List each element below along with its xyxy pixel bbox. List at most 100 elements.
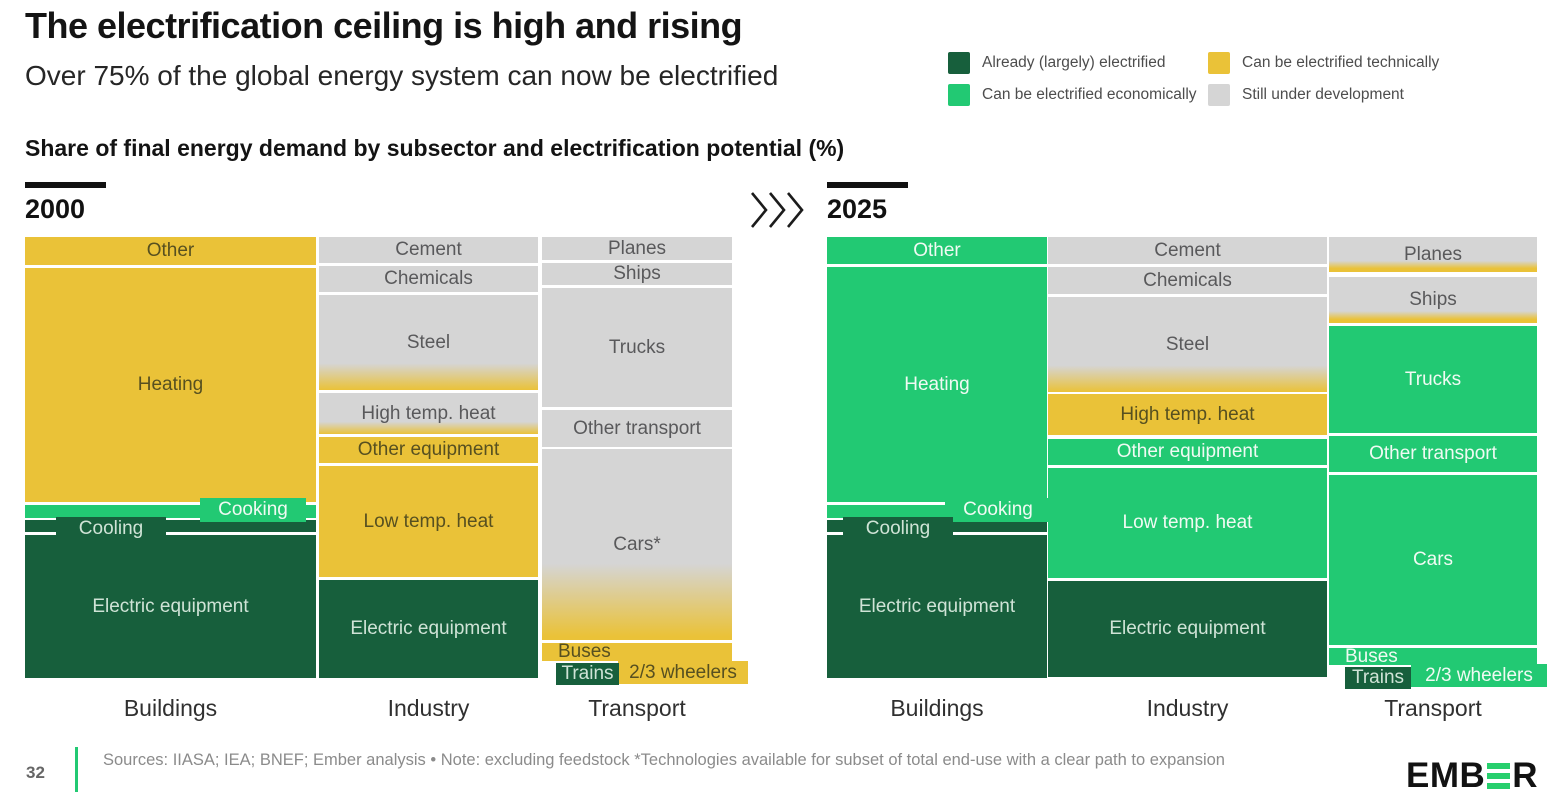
column-label-buildings: Buildings [890, 695, 984, 721]
legend-swatch-technically [1208, 52, 1230, 74]
segment-other: Other [827, 237, 1047, 264]
segment-label: Chemicals [1143, 269, 1232, 291]
badge-cooling: Cooling [56, 517, 166, 541]
segment-ships: Ships [1329, 277, 1537, 323]
segment-other-transport: Other transport [542, 410, 732, 447]
segment-low-temp-heat: Low temp. heat [1048, 468, 1327, 578]
ember-logo-e-bars-icon [1487, 763, 1511, 789]
segment-label: Cars* [613, 533, 661, 555]
segment-chemicals: Chemicals [319, 266, 538, 292]
segment-label: Heating [904, 373, 970, 395]
page-subtitle: Over 75% of the global energy system can… [25, 60, 779, 91]
segment-other: Other [25, 237, 316, 265]
segment-label: Other equipment [357, 439, 500, 460]
segment-label: Other transport [573, 417, 701, 439]
column-industry-2000: Cement Chemicals Steel High temp. heat Other… [319, 237, 538, 747]
segment-low-temp-heat: Low temp. heat [319, 466, 538, 577]
badge-label: Cooling [865, 518, 931, 539]
ember-logo-text-suffix: R [1512, 756, 1539, 795]
badge-label: Cooking [963, 499, 1033, 520]
segment-label: Steel [1165, 333, 1210, 355]
legend-swatch-already [948, 52, 970, 74]
page-number: 32 [26, 763, 45, 782]
source-note: Sources: IIASA; IEA; BNEF; Ember analysi… [103, 751, 1225, 769]
segment-label: Low temp. heat [363, 510, 494, 532]
page-title: The electrification ceiling is high and … [25, 5, 743, 46]
badge-label: Cooking [218, 499, 288, 520]
segment-label: Other [913, 239, 961, 261]
badge-cooking: Cooking [200, 498, 306, 522]
segment-label: Electric equipment [350, 618, 507, 639]
segment-chemicals: Chemicals [1048, 267, 1327, 294]
segment-electric-equipment: Electric equipment [25, 535, 316, 678]
ember-logo: EMB R [1406, 756, 1538, 796]
legend-item-technically: Can be electrified technically [1208, 52, 1439, 74]
column-label-transport: Transport [588, 695, 686, 721]
badge-label: Trains [561, 663, 614, 684]
segment-label: Other transport [1369, 443, 1497, 464]
badge-cooling: Cooling [843, 517, 953, 541]
segment-label: Other [146, 240, 195, 261]
ember-logo-text-prefix: EMB [1406, 756, 1486, 795]
segment-electric-equipment: Electric equipment [1048, 581, 1327, 677]
segment-label: High temp. heat [361, 402, 496, 424]
column-transport-2025: Planes Ships Trucks Other transport Cars Buse… [1329, 237, 1547, 747]
badge-label: 2/3 wheelers [1425, 664, 1533, 686]
column-label-industry: Industry [1146, 695, 1229, 721]
column-label-transport: Transport [1384, 695, 1482, 721]
segment-label: Planes [607, 237, 667, 259]
segment-label: Heating [137, 374, 204, 395]
segment-cement: Cement [319, 237, 538, 263]
segment-label: Ships [613, 263, 661, 284]
segment-label: Buses [558, 641, 611, 662]
segment-ships: Ships [542, 263, 732, 285]
segment-other-transport: Other transport [1329, 436, 1537, 472]
segment-other-equipment: Other equipment [1048, 439, 1327, 465]
legend-swatch-development [1208, 84, 1230, 106]
chart-heading: Share of final energy demand by subsecto… [25, 135, 845, 161]
segment-label: Steel [406, 331, 451, 353]
badge-label: Trains [1351, 667, 1405, 688]
segment-planes: Planes [542, 237, 732, 260]
year-marker-2025 [827, 182, 908, 188]
segment-planes: Planes [1329, 237, 1537, 272]
legend-label: Still under development [1242, 86, 1404, 103]
badge-trains: Trains [1345, 667, 1411, 689]
segment-label: Low temp. heat [1122, 512, 1253, 533]
segment-buses: Buses [542, 641, 732, 662]
footer-divider [75, 747, 78, 792]
segment-label: Electric equipment [92, 595, 249, 617]
column-label-industry: Industry [387, 695, 470, 721]
badge-2-3-wheelers: 2/3 wheelers [618, 661, 748, 684]
segment-heating: Heating [25, 268, 316, 502]
legend-label: Already (largely) electrified [982, 54, 1166, 71]
segment-label: Electric equipment [858, 595, 1016, 617]
segment-cement: Cement [1048, 237, 1327, 264]
legend-label: Can be electrified economically [982, 86, 1197, 103]
segment-label: Ships [1409, 289, 1457, 310]
segment-label: Chemicals [384, 268, 473, 289]
segment-heating: Heating [827, 267, 1047, 502]
column-industry-2025: Cement Chemicals Steel High temp. heat Other… [1048, 237, 1327, 747]
column-buildings-2000: Other Heating Electric equipment Cooking Coo… [25, 237, 316, 747]
segment-electric-equipment: Electric equipment [827, 535, 1047, 678]
legend-item-development: Still under development [1208, 84, 1439, 106]
segment-label: Cement [1154, 239, 1221, 261]
segment-steel: Steel [319, 295, 538, 390]
badge-2-3-wheelers: 2/3 wheelers [1411, 664, 1547, 687]
badge-trains: Trains [556, 663, 619, 685]
segment-high-temp-heat: High temp. heat [1048, 394, 1327, 435]
segment-label: Other equipment [1116, 441, 1259, 462]
segment-electric-equipment: Electric equipment [319, 580, 538, 678]
segment-label: Cars [1412, 549, 1454, 570]
segment-steel: Steel [1048, 297, 1327, 392]
transition-chevrons-icon [750, 192, 804, 228]
legend-label: Can be electrified technically [1242, 54, 1440, 71]
column-label-buildings: Buildings [123, 695, 218, 721]
segment-label: Cement [395, 239, 462, 260]
segment-label: Planes [1403, 243, 1463, 265]
segment-label: Trucks [608, 336, 666, 358]
year-marker-2000 [25, 182, 106, 188]
badge-cooking: Cooking [945, 498, 1051, 522]
legend-item-already: Already (largely) electrified [948, 52, 1208, 74]
